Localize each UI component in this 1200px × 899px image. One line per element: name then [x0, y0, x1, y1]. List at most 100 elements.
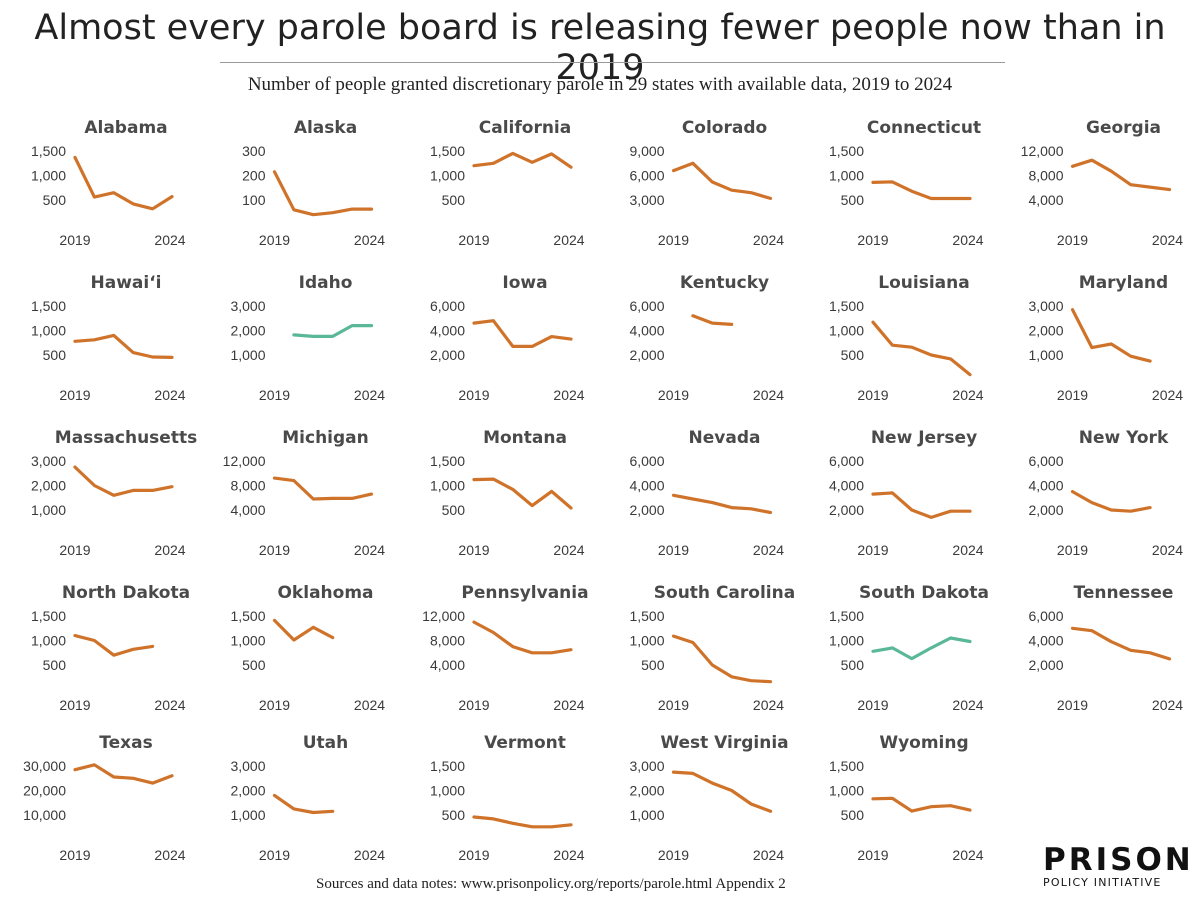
y-tick-label: 12,000 — [1021, 143, 1064, 159]
y-tick-label: 1,000 — [430, 478, 465, 494]
y-tick-label: 3,000 — [230, 758, 265, 774]
series-line-utah — [272, 793, 335, 815]
chart-title-connecticut: Connecticut — [867, 118, 981, 138]
chart-louisiana: Louisiana 1,500 1,000 500 2019 2024 — [829, 273, 984, 403]
chart-iowa: Iowa 6,000 4,000 2,000 2019 2024 — [430, 273, 585, 403]
x-tick-label: 2024 — [952, 232, 983, 248]
y-tick-label: 3,000 — [629, 758, 664, 774]
x-tick-label: 2019 — [59, 847, 90, 863]
chart-title-maryland: Maryland — [1079, 273, 1168, 293]
series-line-kentucky — [691, 314, 734, 326]
y-tick-label: 1,500 — [31, 298, 66, 314]
x-tick-label: 2024 — [354, 697, 385, 713]
series-line-west-virginia — [671, 770, 773, 813]
y-tick-label: 6,000 — [829, 453, 864, 469]
y-tick-label: 8,000 — [230, 478, 265, 494]
x-tick-label: 2024 — [553, 697, 584, 713]
x-tick-label: 2024 — [354, 542, 385, 558]
chart-oklahoma: Oklahoma 1,500 1,000 500 2019 2024 — [230, 583, 385, 713]
y-tick-label: 500 — [43, 657, 67, 673]
x-tick-label: 2024 — [154, 232, 185, 248]
y-tick-label: 6,000 — [1028, 453, 1063, 469]
chart-alaska: Alaska 300 200 100 2019 2024 — [242, 118, 385, 248]
y-tick-label: 500 — [242, 657, 266, 673]
series-line-tennessee — [1070, 626, 1172, 661]
y-tick-label: 500 — [442, 192, 466, 208]
y-tick-label: 2,000 — [1028, 657, 1063, 673]
y-tick-label: 2,000 — [230, 783, 265, 799]
y-tick-label: 1,000 — [1028, 347, 1063, 363]
x-tick-label: 2019 — [259, 847, 290, 863]
chart-title-california: California — [479, 118, 571, 138]
series-line-south-carolina — [671, 634, 773, 684]
chart-title-hawai-i: Hawai‘i — [91, 273, 162, 293]
sources-note: Sources and data notes: www.prisonpolicy… — [316, 876, 786, 892]
x-tick-label: 2019 — [857, 387, 888, 403]
y-tick-label: 1,000 — [829, 168, 864, 184]
chart-title-iowa: Iowa — [502, 273, 547, 293]
y-tick-label: 4,000 — [430, 657, 465, 673]
y-tick-label: 1,000 — [430, 783, 465, 799]
chart-title-utah: Utah — [303, 733, 349, 753]
series-line-nevada — [671, 493, 773, 515]
x-tick-label: 2019 — [857, 847, 888, 863]
x-tick-label: 2019 — [458, 387, 489, 403]
series-line-connecticut — [871, 180, 972, 201]
chart-title-montana: Montana — [483, 428, 567, 448]
x-tick-label: 2024 — [952, 847, 983, 863]
logo-tagline: POLICY INITIATIVE — [1043, 876, 1162, 889]
y-tick-label: 2,000 — [629, 502, 664, 518]
chart-title-alabama: Alabama — [84, 118, 167, 138]
x-tick-label: 2019 — [458, 847, 489, 863]
y-tick-label: 6,000 — [430, 298, 465, 314]
y-tick-label: 3,000 — [31, 453, 66, 469]
x-tick-label: 2024 — [952, 387, 983, 403]
chart-maryland: Maryland 3,000 2,000 1,000 2019 2024 — [1028, 273, 1183, 403]
x-tick-label: 2019 — [259, 232, 290, 248]
series-line-texas — [73, 763, 174, 785]
y-tick-label: 500 — [841, 807, 865, 823]
x-tick-label: 2019 — [857, 697, 888, 713]
y-tick-label: 1,500 — [829, 758, 864, 774]
y-tick-label: 30,000 — [23, 758, 66, 774]
x-tick-label: 2019 — [658, 847, 689, 863]
chart-title-west-virginia: West Virginia — [660, 733, 788, 753]
x-tick-label: 2019 — [59, 387, 90, 403]
x-tick-label: 2019 — [259, 542, 290, 558]
chart-georgia: Georgia 12,000 8,000 4,000 2019 2024 — [1021, 118, 1184, 248]
chart-montana: Montana 1,500 1,000 500 2019 2024 — [430, 428, 585, 558]
chart-south-carolina: South Carolina 1,500 1,000 500 2019 2024 — [629, 583, 795, 713]
x-tick-label: 2019 — [658, 387, 689, 403]
y-tick-label: 1,000 — [31, 168, 66, 184]
y-tick-label: 1,500 — [430, 758, 465, 774]
y-tick-label: 4,000 — [1028, 192, 1063, 208]
prison-policy-initiative-logo: PRISON POLICY INITIATIVE — [1043, 844, 1191, 889]
y-tick-label: 1,000 — [629, 807, 664, 823]
y-tick-label: 1,500 — [430, 143, 465, 159]
y-tick-label: 500 — [442, 807, 466, 823]
chart-utah: Utah 3,000 2,000 1,000 2019 2024 — [230, 733, 385, 863]
y-tick-label: 1,000 — [629, 633, 664, 649]
x-tick-label: 2019 — [1057, 542, 1088, 558]
page-subtitle: Number of people granted discretionary p… — [247, 74, 953, 95]
y-tick-label: 500 — [43, 192, 67, 208]
chart-title-michigan: Michigan — [282, 428, 369, 448]
series-line-new-york — [1070, 490, 1152, 513]
y-tick-label: 1,000 — [230, 633, 265, 649]
y-tick-label: 1,500 — [829, 143, 864, 159]
y-tick-label: 4,000 — [829, 478, 864, 494]
x-tick-label: 2024 — [154, 387, 185, 403]
y-tick-label: 500 — [841, 657, 865, 673]
chart-title-new-york: New York — [1079, 428, 1169, 448]
y-tick-label: 1,000 — [430, 168, 465, 184]
x-tick-label: 2019 — [1057, 232, 1088, 248]
y-tick-label: 3,000 — [629, 192, 664, 208]
y-tick-label: 1,500 — [31, 608, 66, 624]
y-tick-label: 1,500 — [629, 608, 664, 624]
chart-south-dakota: South Dakota 1,500 1,000 500 2019 2024 — [829, 583, 989, 713]
chart-title-south-dakota: South Dakota — [859, 583, 989, 603]
chart-title-nevada: Nevada — [689, 428, 761, 448]
x-tick-label: 2024 — [952, 542, 983, 558]
series-line-louisiana — [871, 320, 972, 377]
